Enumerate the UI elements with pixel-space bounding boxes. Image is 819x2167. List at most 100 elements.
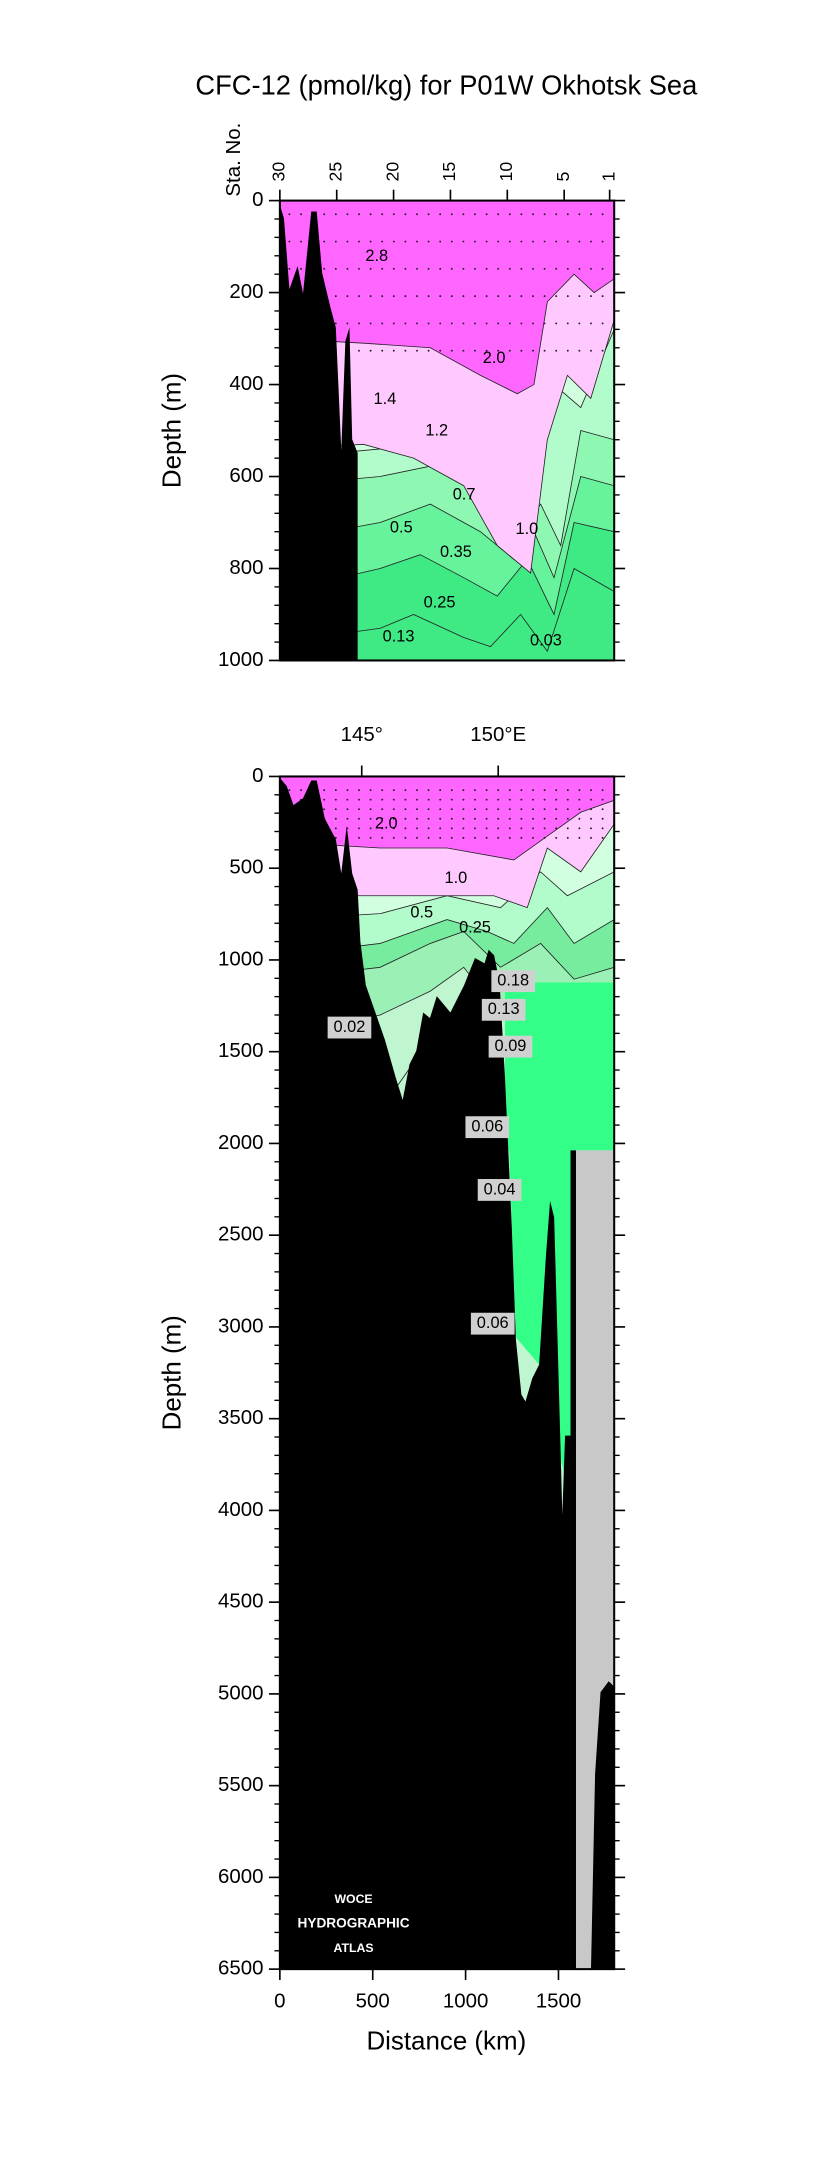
sample-dot	[288, 267, 291, 270]
sample-dot	[450, 349, 453, 352]
sample-dot	[439, 798, 442, 801]
sample-dot	[369, 349, 372, 352]
sample-dot	[566, 836, 569, 839]
y-tick-label: 4500	[218, 1590, 264, 1613]
sample-dot	[404, 322, 407, 325]
sample-dot	[532, 213, 534, 216]
sample-dot	[404, 349, 407, 352]
sample-dot	[601, 789, 604, 792]
sample-dot	[392, 827, 395, 830]
contour-label: 0.04	[484, 1180, 516, 1198]
sample-dot	[578, 827, 581, 830]
sample-dot	[439, 836, 442, 839]
sample-dot	[334, 827, 337, 830]
sample-dot	[566, 827, 569, 830]
x2-tick-label: 1	[598, 172, 618, 182]
y-tick-label: 2500	[218, 1223, 264, 1246]
sample-dot	[369, 267, 372, 270]
sample-dot	[555, 808, 558, 811]
sample-dot	[427, 213, 430, 216]
sample-dot	[485, 349, 488, 352]
sample-dot	[555, 295, 558, 298]
sample-dot	[381, 295, 384, 298]
sample-dot	[416, 817, 418, 820]
sample-dot	[416, 213, 418, 216]
sample-dot	[392, 322, 395, 325]
sample-dot	[497, 789, 500, 792]
sample-dot	[462, 808, 465, 811]
sample-dot	[462, 322, 465, 325]
sample-dot	[497, 240, 500, 243]
sample-dot	[566, 267, 569, 270]
sample-dot	[590, 213, 592, 216]
contour-label: 0.13	[383, 628, 415, 646]
sample-dot	[323, 789, 326, 792]
sample-dot	[334, 808, 337, 811]
sample-dot	[497, 808, 500, 811]
sample-dot	[392, 789, 395, 792]
sample-dot	[416, 240, 418, 243]
sample-dot	[288, 789, 291, 792]
sample-dot	[497, 213, 500, 216]
sample-dot	[497, 322, 500, 325]
contour-label: 1.0	[445, 869, 468, 887]
sample-dot	[590, 836, 592, 839]
sample-dot	[520, 349, 523, 352]
contour-label: 1.4	[374, 390, 397, 408]
sample-dot	[358, 267, 360, 270]
y-tick-label: 3500	[218, 1406, 264, 1429]
sample-dot	[566, 789, 569, 792]
sample-dot	[439, 789, 442, 792]
sample-dot	[346, 267, 349, 270]
sample-dot	[450, 827, 453, 830]
sample-dot	[416, 322, 418, 325]
bathymetry	[279, 777, 571, 1970]
sample-dot	[358, 836, 360, 839]
sample-dot	[578, 817, 581, 820]
sample-dot	[416, 808, 418, 811]
sample-dot	[462, 798, 465, 801]
sample-dot	[497, 798, 500, 801]
sample-dot	[485, 798, 488, 801]
y-tick-label: 1000	[218, 648, 264, 671]
sample-dot	[334, 322, 337, 325]
sample-dot	[427, 836, 430, 839]
sample-dot	[288, 213, 291, 216]
contour-label: 2.8	[365, 247, 388, 265]
y-tick-label: 200	[229, 280, 263, 303]
y-tick-label: 4000	[218, 1498, 264, 1521]
sample-dot	[404, 808, 407, 811]
section-panel: 0500100015002000250030003500400045005000…	[158, 723, 626, 2056]
sample-dot	[543, 827, 546, 830]
sample-dot	[404, 267, 407, 270]
sample-dot	[474, 213, 476, 216]
sample-dot	[450, 798, 453, 801]
sample-dot	[416, 798, 418, 801]
sample-dot	[358, 789, 360, 792]
sample-dot	[427, 798, 430, 801]
sample-dot	[532, 240, 534, 243]
sample-dot	[404, 789, 407, 792]
sample-dot	[474, 240, 476, 243]
sample-dot	[497, 836, 500, 839]
sample-dot	[392, 213, 395, 216]
sample-dot	[416, 349, 418, 352]
sample-dot	[566, 240, 569, 243]
sample-dot	[439, 240, 442, 243]
sample-dot	[532, 322, 534, 325]
sample-dot	[555, 349, 558, 352]
sample-dot	[346, 295, 349, 298]
sample-dot	[578, 789, 581, 792]
sample-dot	[555, 267, 558, 270]
sample-dot	[416, 836, 418, 839]
contour-label: 0.02	[334, 1018, 366, 1036]
sample-dot	[520, 836, 523, 839]
sample-dot	[485, 267, 488, 270]
sample-dot	[381, 322, 384, 325]
sample-dot	[381, 789, 384, 792]
sample-dot	[450, 240, 453, 243]
sample-dot	[601, 213, 604, 216]
sample-dot	[566, 349, 569, 352]
sample-dot	[381, 240, 384, 243]
sample-dot	[474, 836, 476, 839]
